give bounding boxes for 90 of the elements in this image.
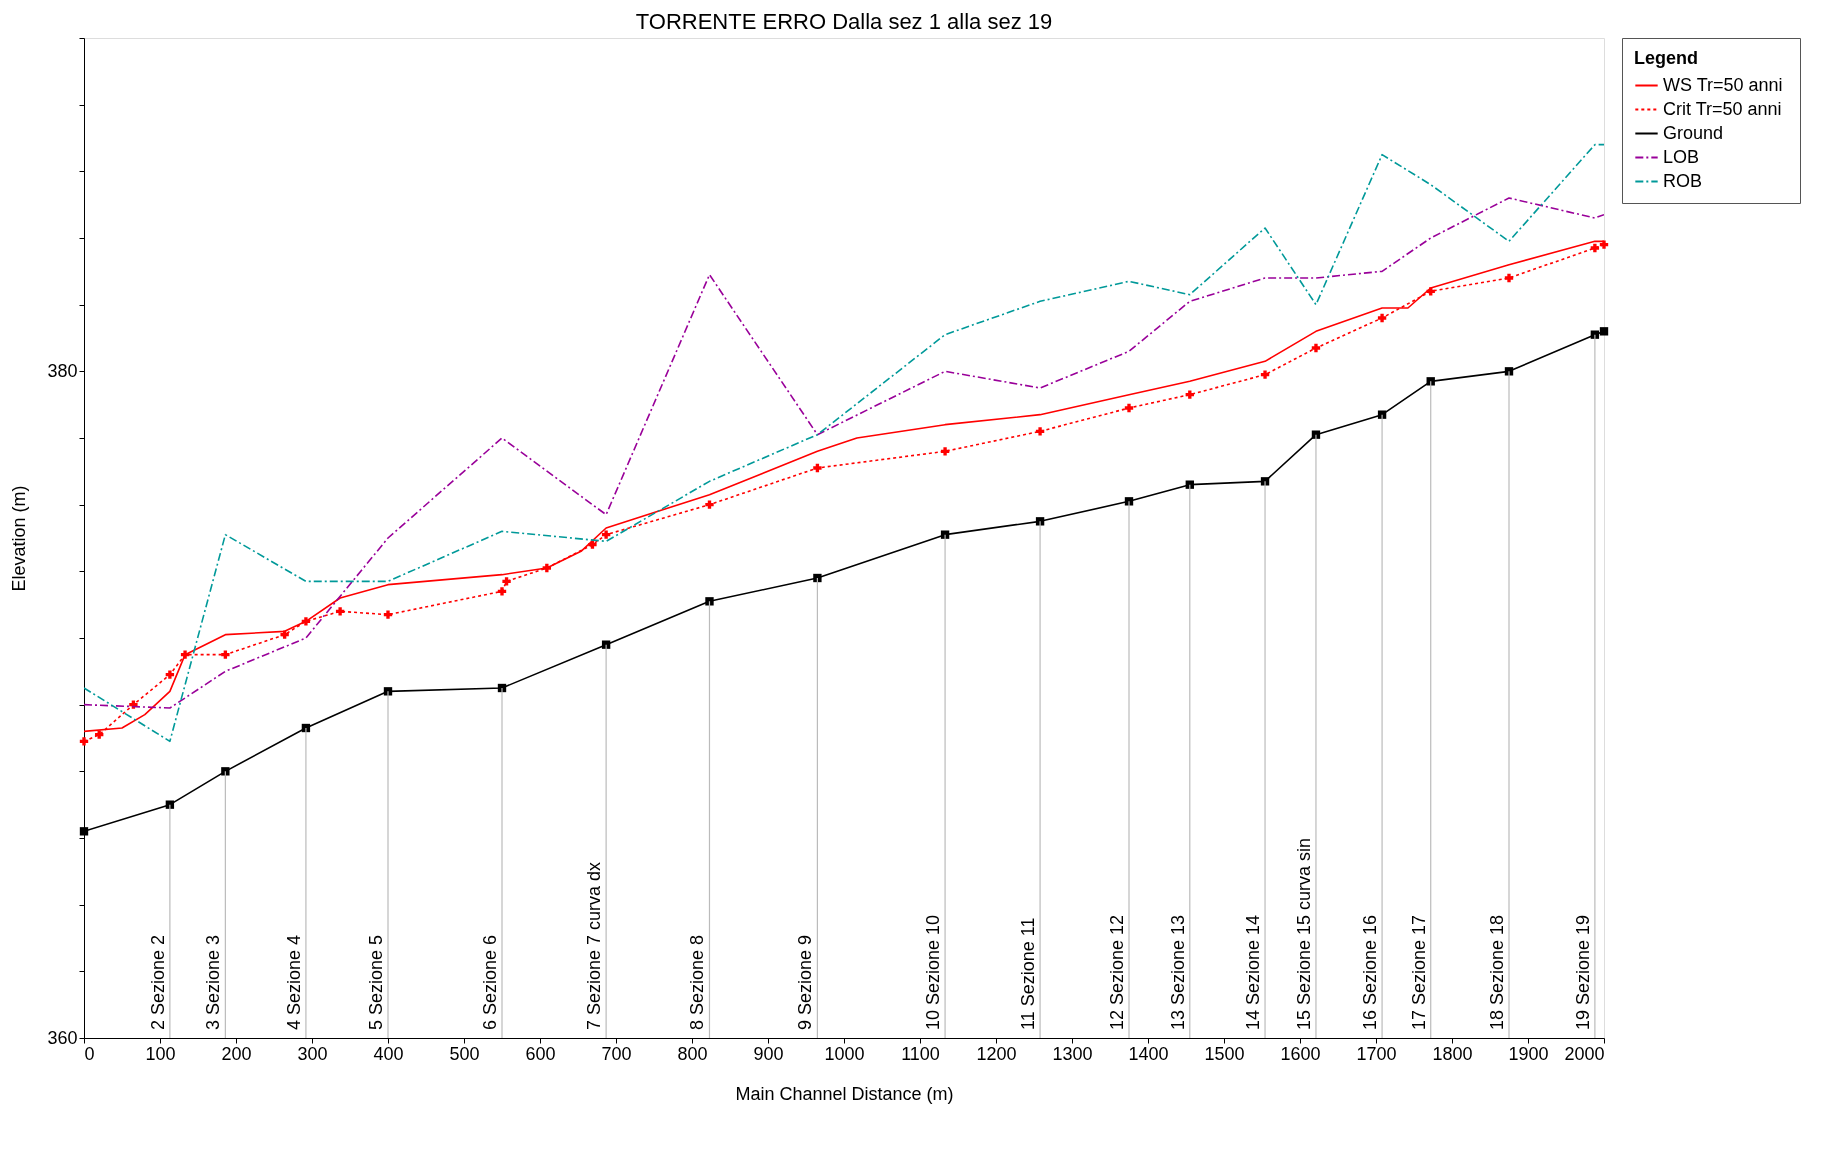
point <box>1504 273 1514 283</box>
y-tick-label: 360 <box>47 1027 78 1048</box>
x-tick-label: 2000 <box>1564 1043 1605 1064</box>
annotation: 9 Sezione 9 <box>795 934 816 1030</box>
annotation: 16 Sezione 16 <box>1360 914 1381 1030</box>
legend-label: WS Tr=50 anni <box>1663 74 1783 95</box>
point <box>301 617 311 626</box>
y-tick-label: 380 <box>47 360 78 381</box>
point <box>165 800 175 809</box>
legend-title: Legend <box>1634 48 1699 68</box>
point <box>1590 330 1600 339</box>
x-tick-label: 1300 <box>1052 1043 1093 1064</box>
y-axis-title: Elevation (m) <box>9 485 30 592</box>
legend-label: LOB <box>1663 146 1700 167</box>
point <box>1599 240 1609 249</box>
point <box>165 670 175 679</box>
annotation: 10 Sezione 10 <box>923 914 944 1030</box>
point <box>383 610 393 619</box>
point <box>1377 410 1387 419</box>
point <box>1260 370 1270 379</box>
point <box>221 650 230 659</box>
point <box>940 530 950 539</box>
x-tick-label: 200 <box>221 1043 252 1064</box>
annotation: 18 Sezione 18 <box>1487 914 1507 1030</box>
annotation: 5 Sezione 5 <box>366 934 386 1030</box>
x-tick-label: 1600 <box>1280 1043 1321 1064</box>
x-tick-label: 1000 <box>824 1043 865 1064</box>
point <box>79 827 89 836</box>
annotation: 7 Sezione 7 curva dx <box>584 861 605 1030</box>
annotation: 12 Sezione 12 <box>1107 914 1127 1030</box>
x-tick-label: 1100 <box>901 1043 940 1064</box>
point <box>940 447 950 456</box>
x-tick-label: 300 <box>297 1043 328 1064</box>
point <box>601 530 611 539</box>
point <box>1426 287 1435 296</box>
annotation: 11 Sezione 11 <box>1018 917 1039 1030</box>
point <box>588 540 597 549</box>
legend-label: Ground <box>1663 122 1724 143</box>
point <box>502 577 511 586</box>
annotation: 15 Sezione 15 curva sin <box>1293 837 1314 1030</box>
point <box>1124 403 1134 413</box>
chart-title: TORRENTE ERRO Dalla sez 1 alla sez 19 <box>635 8 1053 34</box>
legend-label: Crit Tr=50 anni <box>1663 98 1782 119</box>
annotation: 14 Sezione 14 <box>1243 914 1264 1030</box>
annotation: 17 Sezione 17 <box>1408 914 1429 1030</box>
point <box>1426 377 1435 386</box>
annotation: 3 Sezione 3 <box>203 934 224 1030</box>
x-tick-label: 900 <box>753 1043 784 1064</box>
x-tick-label: 500 <box>449 1043 480 1064</box>
point <box>813 463 822 473</box>
legend-label: ROB <box>1663 170 1703 191</box>
point <box>813 573 822 583</box>
point <box>335 607 345 616</box>
annotation: 19 Sezione 19 <box>1572 914 1593 1030</box>
point <box>1185 480 1194 489</box>
annotation: 8 Sezione 8 <box>687 934 708 1030</box>
point <box>129 700 138 709</box>
point <box>280 630 289 639</box>
x-tick-label: 600 <box>525 1043 556 1064</box>
annotation: 4 Sezione 4 <box>283 934 304 1030</box>
point <box>1377 313 1387 323</box>
x-tick-label: 700 <box>601 1043 632 1064</box>
x-tick-label: 0 <box>84 1043 95 1064</box>
point <box>497 587 507 596</box>
x-tick-label: 400 <box>373 1043 404 1064</box>
x-tick-label: 800 <box>677 1043 708 1064</box>
x-axis-title: Main Channel Distance (m) <box>735 1083 954 1104</box>
annotation: 6 Sezione 6 <box>480 934 500 1030</box>
point <box>705 597 714 606</box>
point <box>1311 343 1321 353</box>
point <box>1185 390 1194 399</box>
x-tick-label: 1200 <box>976 1043 1017 1064</box>
x-tick-label: 1800 <box>1432 1043 1473 1064</box>
x-tick-label: 1700 <box>1356 1043 1397 1064</box>
annotation: 13 Sezione 13 <box>1167 914 1188 1030</box>
point <box>180 650 190 659</box>
point <box>601 640 611 649</box>
point <box>221 767 230 776</box>
point <box>79 737 89 746</box>
point <box>542 563 552 573</box>
point <box>705 500 714 509</box>
point <box>1599 327 1609 336</box>
point <box>1590 243 1600 253</box>
x-tick-label: 1400 <box>1128 1043 1169 1064</box>
annotation: 2 Sezione 2 <box>147 934 168 1030</box>
x-tick-label: 1900 <box>1508 1043 1549 1064</box>
point <box>1035 427 1045 436</box>
x-tick-label: 100 <box>145 1043 176 1064</box>
x-tick-label: 1500 <box>1204 1043 1245 1064</box>
point <box>95 730 104 739</box>
